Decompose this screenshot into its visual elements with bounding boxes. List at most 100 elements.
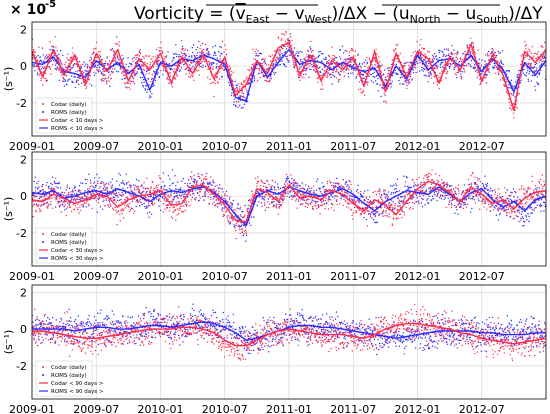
codar-daily-point <box>533 55 535 57</box>
roms-daily-point <box>340 58 342 60</box>
roms-daily-point <box>64 80 67 82</box>
legend-label: ROMS (daily) <box>51 110 87 116</box>
codar-daily-point <box>408 81 410 84</box>
roms-daily-point <box>354 206 356 209</box>
roms-daily-point <box>169 67 171 70</box>
roms-daily-point <box>415 71 417 74</box>
roms-daily-point <box>144 89 147 91</box>
roms-daily-point <box>494 191 496 193</box>
roms-daily-point <box>460 206 462 208</box>
roms-daily-point <box>62 54 64 57</box>
codar-daily-point <box>530 52 533 55</box>
codar-daily-point <box>91 207 94 210</box>
codar-daily-point <box>430 77 433 80</box>
roms-daily-point <box>494 64 496 67</box>
codar-daily-point <box>236 90 238 92</box>
codar-daily-point <box>283 45 285 48</box>
roms-daily-point <box>42 183 44 186</box>
codar-daily-point <box>127 197 129 200</box>
codar-daily-point <box>376 66 379 69</box>
codar-daily-point <box>171 217 174 220</box>
roms-daily-point <box>533 70 535 72</box>
roms-daily-point <box>497 68 499 70</box>
codar-daily-point <box>179 195 182 197</box>
roms-daily-point <box>142 84 144 87</box>
codar-daily-point <box>153 193 156 195</box>
roms-daily-point <box>448 203 450 206</box>
roms-daily-point <box>526 67 529 69</box>
roms-daily-point <box>481 182 484 185</box>
roms-daily-point <box>433 192 435 194</box>
roms-daily-point <box>264 209 267 212</box>
codar-daily-point <box>128 206 130 209</box>
codar-daily-point <box>173 206 176 208</box>
codar-daily-point <box>97 51 100 53</box>
codar-daily-point <box>497 60 499 62</box>
codar-daily-point <box>284 40 287 43</box>
roms-daily-point <box>122 57 125 60</box>
codar-daily-point <box>435 67 437 70</box>
codar-daily-point <box>305 69 308 71</box>
roms-daily-point <box>462 67 465 70</box>
codar-daily-point <box>446 70 449 73</box>
roms-daily-point <box>72 67 74 69</box>
roms-daily-point <box>383 189 385 191</box>
codar-daily-point <box>204 43 207 46</box>
roms-daily-point <box>228 198 231 200</box>
codar-daily-point <box>115 209 117 212</box>
roms-daily-point <box>117 196 119 198</box>
codar-daily-point <box>59 198 61 200</box>
roms-daily-point <box>247 207 249 210</box>
roms-daily-point <box>45 54 48 56</box>
roms-daily-point <box>214 51 216 53</box>
roms-daily-point <box>102 200 104 203</box>
roms-daily-point <box>162 172 165 174</box>
codar-daily-point <box>160 47 162 49</box>
roms-daily-point <box>148 195 150 198</box>
roms-daily-point <box>48 185 50 187</box>
roms-daily-point <box>409 61 411 64</box>
codar-daily-point <box>407 61 409 64</box>
roms-daily-point <box>432 197 434 200</box>
roms-daily-point <box>221 53 223 55</box>
codar-daily-point <box>64 204 66 206</box>
codar-daily-point <box>240 215 242 218</box>
roms-daily-point <box>104 62 107 65</box>
roms-daily-point <box>230 94 233 97</box>
roms-daily-point <box>285 66 287 68</box>
codar-daily-point <box>268 64 270 66</box>
roms-daily-point <box>438 197 441 199</box>
roms-daily-point <box>45 79 47 82</box>
codar-daily-point <box>63 78 65 80</box>
title-u_north: u <box>399 4 410 24</box>
codar-daily-point <box>357 88 360 91</box>
codar-daily-point <box>326 74 329 77</box>
roms-daily-point <box>297 52 300 54</box>
roms-daily-point <box>203 195 206 197</box>
roms-daily-point <box>78 60 81 63</box>
codar-daily-point <box>97 182 99 185</box>
roms-daily-point <box>490 194 493 196</box>
roms-daily-point <box>88 204 90 207</box>
codar-daily-point <box>145 206 148 208</box>
codar-daily-point <box>103 199 105 201</box>
codar-daily-point <box>57 202 59 204</box>
codar-daily-point <box>235 237 237 240</box>
codar-daily-point <box>136 188 138 191</box>
roms-daily-point <box>34 70 36 72</box>
roms-daily-point <box>528 71 531 73</box>
roms-daily-point <box>110 70 113 73</box>
codar-daily-point <box>159 200 161 202</box>
roms-daily-point <box>55 69 57 71</box>
roms-daily-point <box>48 187 50 189</box>
roms-daily-point <box>173 57 176 59</box>
codar-daily-point <box>299 60 302 62</box>
roms-daily-point <box>333 57 335 60</box>
roms-daily-point <box>394 191 397 194</box>
codar-daily-point <box>510 104 512 107</box>
roms-daily-point <box>39 196 41 198</box>
roms-daily-point <box>416 60 418 63</box>
codar-daily-point <box>38 74 41 76</box>
codar-daily-point <box>436 84 439 86</box>
roms-daily-point <box>367 81 369 83</box>
